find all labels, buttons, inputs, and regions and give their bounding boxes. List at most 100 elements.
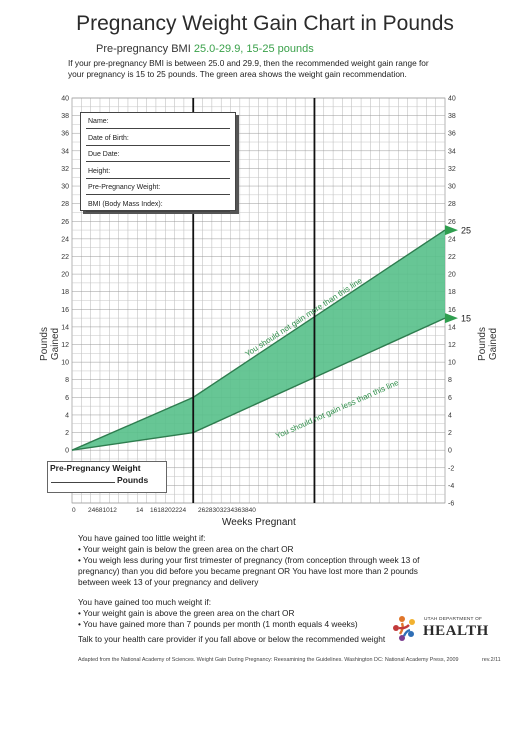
talk-note: Talk to your health care provider if you… xyxy=(78,634,386,644)
x-tick-label: 2628303234363840 xyxy=(198,507,256,514)
note-line: • Your weight gain is below the green ar… xyxy=(78,544,294,554)
y-tick-label-right: 36 xyxy=(448,131,456,138)
footer-source: Adapted from the National Academy of Sci… xyxy=(78,657,459,663)
y-tick-label-left: 36 xyxy=(61,131,69,138)
end-markers: 25 15 xyxy=(445,225,471,324)
info-field-label: BMI (Body Mass Index): xyxy=(88,200,163,208)
y-tick-label-right: 18 xyxy=(448,289,456,296)
y-tick-label-right: 38 xyxy=(448,113,456,120)
y-tick-label-right: -2 xyxy=(448,465,454,472)
info-field-input[interactable] xyxy=(86,161,230,162)
page-title: Pregnancy Weight Gain Chart in Pounds xyxy=(76,12,454,35)
y-tick-label-right: 40 xyxy=(448,96,456,103)
y-tick-label-left: 40 xyxy=(61,96,69,103)
y-tick-label-left: 0 xyxy=(65,448,69,455)
y-tick-label-right: 32 xyxy=(448,166,456,173)
y-tick-label-right: 6 xyxy=(448,395,452,402)
y-axis-right: 4038363432302826242220181614121086420-2-… xyxy=(448,96,456,508)
y-tick-label-right: 24 xyxy=(448,236,456,243)
end-marker-label: 25 xyxy=(461,226,471,236)
y-tick-label-right: 0 xyxy=(448,448,452,455)
note-line: • You have gained more than 7 pounds per… xyxy=(78,619,358,629)
note-line: • You weigh less during your first trime… xyxy=(78,555,420,565)
note-title: You have gained too little weight if: xyxy=(78,533,206,543)
too-little-notes: You have gained too little weight if: • … xyxy=(78,533,419,588)
y-tick-label-left: 34 xyxy=(61,148,69,155)
y-tick-label-right: 14 xyxy=(448,324,456,331)
end-marker-arrow xyxy=(445,225,458,236)
intro-text: If your pre-pregnancy BMI is between 25.… xyxy=(68,58,488,80)
info-field-label: Name: xyxy=(88,118,109,125)
y-tick-label-left: 4 xyxy=(65,412,69,419)
y-tick-label-left: 22 xyxy=(61,254,69,261)
info-field-input[interactable] xyxy=(86,144,230,146)
personal-info-box: Name: Date of Birth: Due Date: Height: Pre-P… xyxy=(80,112,236,212)
y-tick-label-right: 28 xyxy=(448,201,456,208)
info-field-input[interactable] xyxy=(86,210,230,212)
recommended-range-area xyxy=(72,230,445,451)
info-field-label: Height: xyxy=(88,167,111,175)
note-line: • Your weight gain is above the green ar… xyxy=(78,608,295,618)
y-tick-label-right: 8 xyxy=(448,377,452,384)
info-field-input[interactable] xyxy=(86,128,230,129)
y-axis-label-left: Pounds Gained xyxy=(39,327,61,361)
note-title: You have gained too much weight if: xyxy=(78,597,211,607)
x-axis: 0 24681012 14 1618202224 2628303234363840 xyxy=(72,507,256,514)
x-tick-label: 0 xyxy=(72,507,76,514)
y-tick-label-right: 2 xyxy=(448,430,452,437)
y-axis-label-right: Pounds Gained xyxy=(477,327,499,361)
y-tick-label-left: 18 xyxy=(61,289,69,296)
note-line: pregnancy) than you did before you becam… xyxy=(78,566,418,576)
y-tick-label-right: 16 xyxy=(448,307,456,314)
logo-health-text: HEALTH xyxy=(423,623,489,639)
info-field-input[interactable] xyxy=(86,194,230,195)
y-tick-label-right: 12 xyxy=(448,342,456,349)
pre-pregnancy-weight-unit: Pounds xyxy=(117,475,149,485)
info-field-label: Date of Birth: xyxy=(88,134,129,142)
x-tick-label: 14 xyxy=(136,507,144,514)
subtitle-prefix: Pre-pregnancy BMI xyxy=(96,43,194,55)
info-field-label: Pre-Pregnancy Weight: xyxy=(88,184,161,191)
y-tick-label-left: 12 xyxy=(61,342,69,349)
info-field-input[interactable] xyxy=(86,177,230,179)
note-line: between week 13 of your pregnancy and de… xyxy=(78,577,259,587)
too-much-notes: You have gained too much weight if: • Yo… xyxy=(78,597,358,630)
y-tick-label-right: -4 xyxy=(448,483,454,490)
y-tick-label-left: 26 xyxy=(61,219,69,226)
y-tick-label-right: 4 xyxy=(448,412,452,419)
pre-pregnancy-weight-title: Pre-Pregnancy Weight xyxy=(50,463,141,473)
y-tick-label-left: 16 xyxy=(61,307,69,314)
y-tick-label-right: 34 xyxy=(448,148,456,155)
y-tick-label-right: 30 xyxy=(448,184,456,191)
end-marker-label: 15 xyxy=(461,314,471,324)
health-logo-icon xyxy=(393,616,415,641)
info-field-label: Due Date: xyxy=(88,151,120,158)
y-tick-label-right: 26 xyxy=(448,219,456,226)
y-tick-label-left: 2 xyxy=(65,430,69,437)
y-tick-label-left: 20 xyxy=(61,272,69,279)
y-tick-label-right: 22 xyxy=(448,254,456,261)
y-tick-label-left: 8 xyxy=(65,377,69,384)
footer-revision: rev.2/11 xyxy=(482,657,501,663)
y-tick-label-left: 30 xyxy=(61,184,69,191)
page-subtitle: Pre-pregnancy BMI 25.0-29.9, 15-25 pound… xyxy=(96,43,314,55)
pre-pregnancy-weight-box: Pre-Pregnancy Weight Pounds xyxy=(47,461,167,493)
x-tick-label: 1618202224 xyxy=(150,507,187,514)
y-tick-label-left: 10 xyxy=(61,360,69,367)
pre-pregnancy-weight-field[interactable] xyxy=(51,482,115,483)
logo-department-text: UTAH DEPARTMENT OF xyxy=(424,617,483,622)
y-tick-label-right: -6 xyxy=(448,501,454,508)
y-tick-label-left: 24 xyxy=(61,236,69,243)
intro-line: If your pre-pregnancy BMI is between 25.… xyxy=(68,58,429,68)
y-tick-label-left: 38 xyxy=(61,113,69,120)
x-axis-label: Weeks Pregnant xyxy=(222,517,296,528)
end-marker-arrow xyxy=(445,313,458,324)
x-tick-label: 24681012 xyxy=(88,507,117,514)
y-tick-label-left: 28 xyxy=(61,201,69,208)
subtitle-range: 25.0-29.9, 15-25 pounds xyxy=(193,43,314,55)
y-tick-label-left: 6 xyxy=(65,395,69,402)
y-tick-label-right: 20 xyxy=(448,272,456,279)
intro-line: your pregnancy is 15 to 25 pounds. The g… xyxy=(68,69,407,79)
y-tick-label-right: 10 xyxy=(448,360,456,367)
